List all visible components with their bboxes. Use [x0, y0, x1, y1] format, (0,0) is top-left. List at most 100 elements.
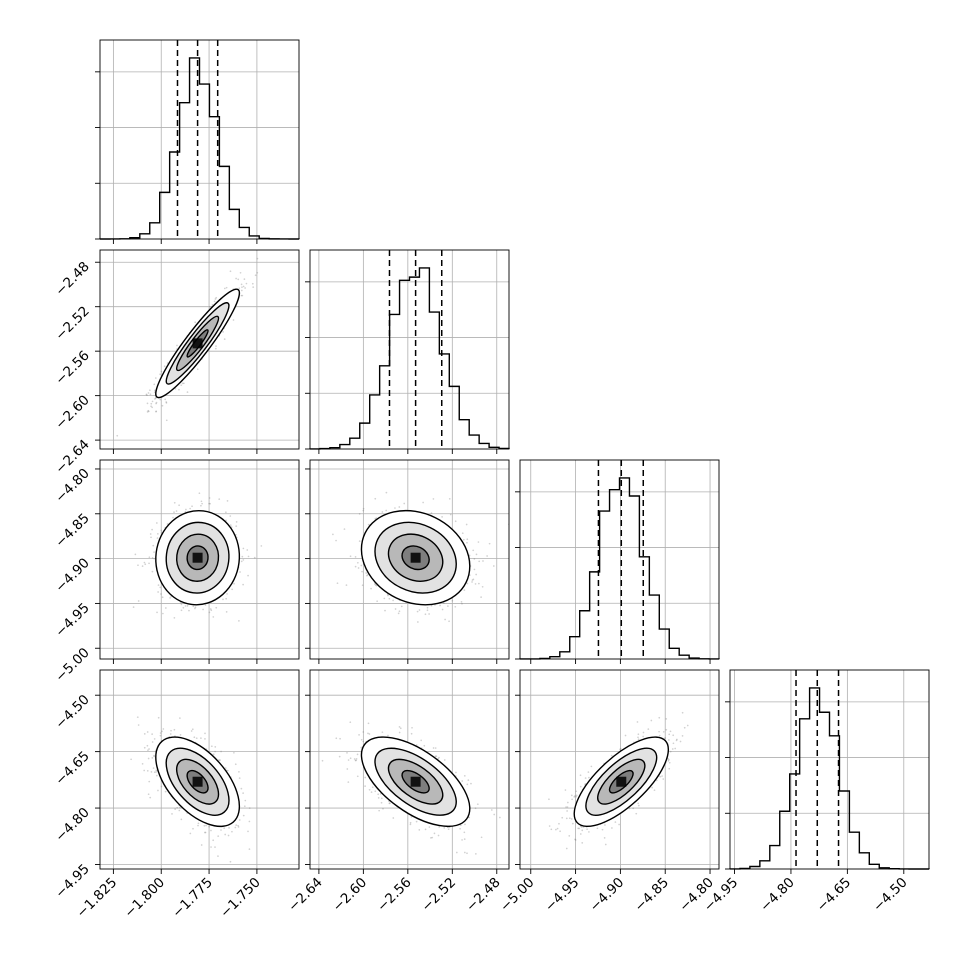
sample-point — [492, 565, 495, 567]
sample-point — [220, 829, 222, 831]
sample-point — [415, 820, 418, 823]
scatter-panel-2-1 — [305, 459, 510, 664]
sample-point — [601, 828, 604, 831]
sample-point — [225, 511, 227, 514]
sample-point — [353, 758, 356, 760]
sample-point — [493, 813, 496, 816]
sample-point — [346, 768, 349, 770]
sample-point — [197, 824, 199, 827]
sample-point — [171, 813, 173, 815]
sample-point — [179, 733, 182, 736]
sample-point — [377, 793, 380, 796]
sample-point — [466, 538, 469, 541]
sample-point — [365, 572, 368, 574]
sample-point — [155, 401, 158, 404]
contour-line — [360, 509, 471, 606]
panel-content — [321, 721, 501, 855]
sample-point — [409, 821, 412, 824]
sample-point — [154, 398, 156, 400]
sample-point — [433, 832, 436, 835]
sample-point — [226, 593, 228, 595]
sample-point — [172, 516, 174, 519]
sample-point — [428, 613, 430, 615]
sample-point — [400, 605, 403, 608]
histogram-step — [729, 687, 930, 870]
sample-point — [215, 345, 217, 347]
sample-point — [214, 746, 217, 748]
sample-point — [173, 616, 176, 619]
sample-point — [234, 763, 237, 766]
sample-point — [385, 491, 388, 494]
panel-content — [332, 491, 509, 623]
sample-point — [343, 528, 346, 530]
contour-line — [374, 521, 457, 594]
sample-point — [410, 815, 413, 818]
sample-point — [188, 609, 190, 612]
sample-point — [170, 729, 172, 732]
sample-point — [475, 573, 478, 576]
sample-point — [229, 860, 232, 863]
sample-point — [201, 502, 203, 505]
sample-point — [244, 799, 247, 802]
sample-point — [147, 410, 150, 413]
sample-point — [156, 611, 158, 614]
sample-point — [345, 584, 348, 587]
sample-point — [223, 827, 226, 829]
sample-point — [178, 504, 180, 507]
sample-point — [347, 781, 350, 783]
sample-point — [242, 285, 245, 288]
sample-point — [146, 731, 149, 733]
sample-point — [217, 855, 219, 857]
sample-point — [247, 574, 249, 577]
sample-point — [222, 331, 224, 333]
sample-point — [416, 610, 419, 613]
panel-frame — [99, 39, 300, 240]
sample-point — [173, 501, 176, 504]
sample-point — [237, 826, 240, 828]
sample-point — [238, 770, 240, 773]
sample-point — [225, 597, 228, 600]
panel-frame — [309, 459, 510, 660]
sample-point — [165, 401, 168, 403]
sample-point — [159, 732, 162, 734]
sample-point — [490, 809, 493, 811]
sample-point — [186, 391, 189, 393]
sample-point — [197, 822, 200, 825]
sample-point — [151, 556, 154, 559]
sample-point — [210, 846, 212, 848]
sample-point — [151, 757, 154, 759]
sample-point — [671, 748, 674, 750]
sample-point — [455, 771, 457, 774]
sample-point — [202, 608, 204, 611]
sample-point — [183, 382, 185, 385]
sample-point — [175, 510, 178, 512]
density-peak — [410, 776, 421, 787]
sample-point — [151, 406, 153, 409]
sample-point — [361, 570, 363, 573]
sample-point — [480, 836, 483, 839]
sample-point — [642, 731, 645, 734]
contour-line — [175, 758, 220, 805]
sample-point — [203, 824, 206, 827]
sample-point — [146, 769, 149, 772]
sample-point — [204, 732, 206, 735]
sample-point — [349, 555, 352, 558]
panel-frame — [729, 669, 930, 870]
sample-point — [448, 620, 450, 623]
sample-point — [336, 582, 339, 585]
sample-point — [251, 282, 254, 285]
sample-point — [231, 588, 233, 591]
sample-point — [200, 504, 202, 507]
sample-point — [164, 790, 167, 793]
sample-point — [468, 816, 471, 819]
sample-point — [147, 757, 150, 760]
sample-point — [418, 829, 421, 831]
sample-point — [454, 520, 457, 523]
sample-point — [441, 515, 443, 518]
sample-point — [245, 282, 248, 285]
contour-line — [401, 545, 430, 571]
sample-point — [472, 578, 475, 581]
sample-point — [466, 852, 468, 855]
sample-point — [385, 509, 388, 512]
sample-point — [434, 747, 437, 749]
